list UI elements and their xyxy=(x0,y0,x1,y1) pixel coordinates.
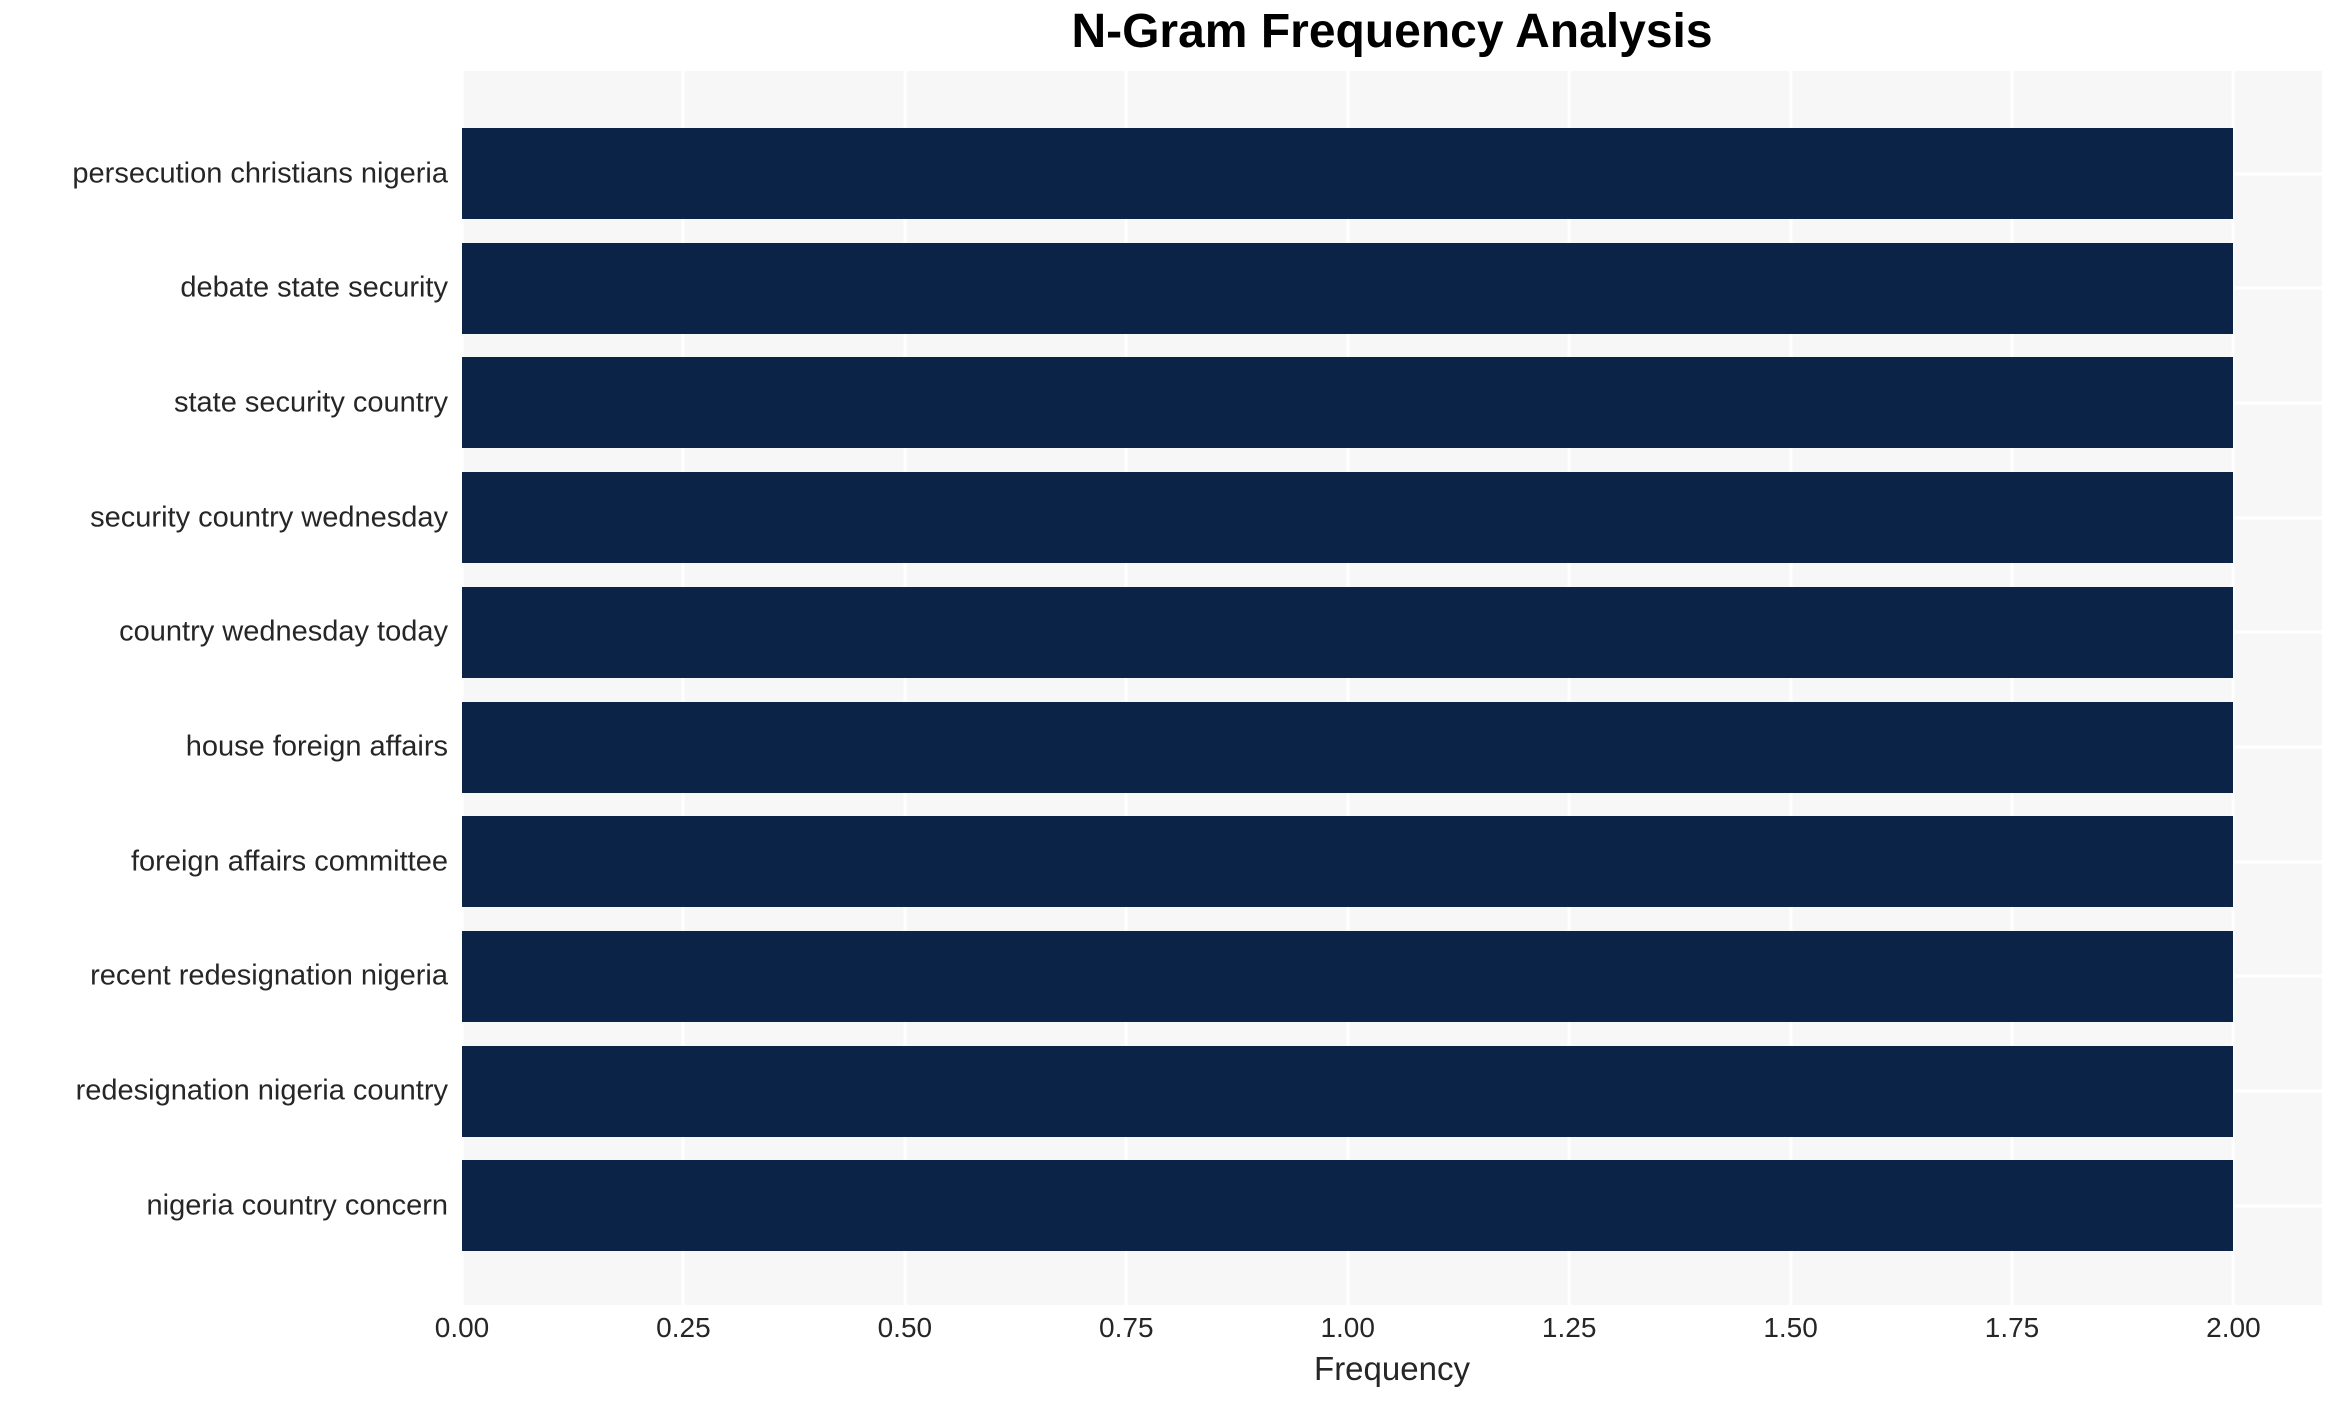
frequency-bar xyxy=(462,472,2234,564)
x-tick-label: 0.50 xyxy=(877,1312,933,1343)
x-tick-label: 1.75 xyxy=(1984,1312,2040,1343)
category-label: debate state security xyxy=(180,271,448,304)
x-tick-label: 1.25 xyxy=(1541,1312,1597,1343)
x-gridline xyxy=(2231,71,2235,1305)
frequency-bar xyxy=(462,242,2234,334)
category-label: state security country xyxy=(174,386,448,419)
x-gridline xyxy=(1789,71,1793,1305)
frequency-bar xyxy=(462,128,2234,219)
x-axis-label: Frequency xyxy=(1314,1350,1470,1387)
plot-area xyxy=(460,71,2322,1305)
category-label: foreign affairs committee xyxy=(131,845,448,878)
category-label: house foreign affairs xyxy=(185,730,448,763)
x-gridline xyxy=(2010,71,2014,1305)
x-tick-label: 1.50 xyxy=(1763,1312,1818,1343)
category-label: persecution christians nigeria xyxy=(72,157,448,189)
category-label: recent redesignation nigeria xyxy=(90,959,448,992)
x-gridline xyxy=(1567,71,1571,1305)
frequency-bar xyxy=(462,357,2234,449)
x-tick-label: 0.00 xyxy=(434,1312,490,1343)
x-tick-label: 0.25 xyxy=(656,1312,711,1343)
x-tick-label: 0.75 xyxy=(1099,1312,1154,1343)
frequency-bar xyxy=(462,701,2234,793)
x-gridline xyxy=(1346,71,1350,1305)
category-label: redesignation nigeria country xyxy=(75,1074,448,1107)
frequency-bar xyxy=(462,1160,2234,1252)
frequency-bar xyxy=(462,930,2234,1022)
category-label: country wednesday today xyxy=(119,615,448,648)
frequency-bar xyxy=(462,1045,2234,1137)
x-gridline xyxy=(681,71,685,1305)
x-gridline xyxy=(903,71,907,1305)
y-axis-labels: persecution christians nigeria debate sta… xyxy=(0,0,448,1402)
x-tick-label: 1.00 xyxy=(1320,1312,1375,1343)
x-gridline xyxy=(460,71,464,1305)
category-label: security country wednesday xyxy=(90,501,448,534)
frequency-bar xyxy=(462,816,2234,908)
x-tick-label: 2.00 xyxy=(2206,1312,2261,1343)
chart-title: N-Gram Frequency Analysis xyxy=(1071,5,1713,58)
frequency-bar xyxy=(462,586,2234,678)
category-label: nigeria country concern xyxy=(146,1189,448,1222)
x-gridline xyxy=(1124,71,1128,1305)
